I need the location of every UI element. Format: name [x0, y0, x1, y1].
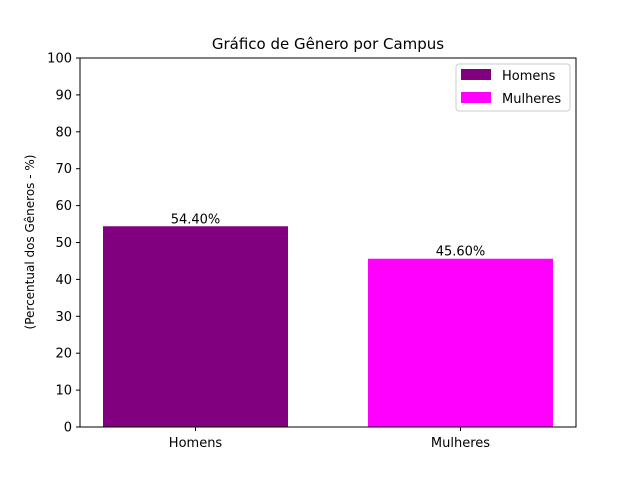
bar-mulheres [368, 258, 553, 427]
y-tick-label: 60 [55, 199, 72, 214]
y-tick-label: 20 [55, 347, 72, 362]
legend-swatch-homens [461, 69, 491, 80]
y-axis-ticks: 0 10 20 30 40 50 60 70 80 90 100 [47, 52, 80, 436]
bar-homens [103, 226, 288, 427]
y-tick-label: 0 [64, 421, 72, 436]
bar-value-label-mulheres: 45.60% [436, 245, 486, 260]
y-tick-label: 50 [55, 236, 72, 251]
chart-title: Gráfico de Gênero por Campus [212, 35, 444, 53]
x-tick-label-homens: Homens [169, 436, 223, 451]
bars [103, 226, 553, 427]
legend: Homens Mulheres [455, 63, 571, 112]
legend-swatch-mulheres [461, 92, 491, 103]
plot-frame [79, 57, 577, 428]
y-tick-label: 100 [47, 52, 72, 67]
y-tick-label: 10 [55, 384, 72, 399]
y-tick-label: 80 [55, 125, 72, 140]
x-axis-ticks: Homens Mulheres [169, 427, 490, 451]
y-tick-label: 30 [55, 310, 72, 325]
bar-value-label-homens: 54.40% [171, 212, 221, 227]
y-tick-label: 90 [55, 88, 72, 103]
y-tick-label: 70 [55, 162, 72, 177]
y-tick-label: 40 [55, 273, 72, 288]
y-axis-label: (Percentual dos Gêneros - %) [23, 155, 37, 330]
legend-label-homens: Homens [502, 69, 556, 84]
legend-label-mulheres: Mulheres [502, 92, 561, 107]
bar-value-labels: 54.40% 45.60% [171, 212, 486, 259]
x-tick-label-mulheres: Mulheres [431, 436, 490, 451]
